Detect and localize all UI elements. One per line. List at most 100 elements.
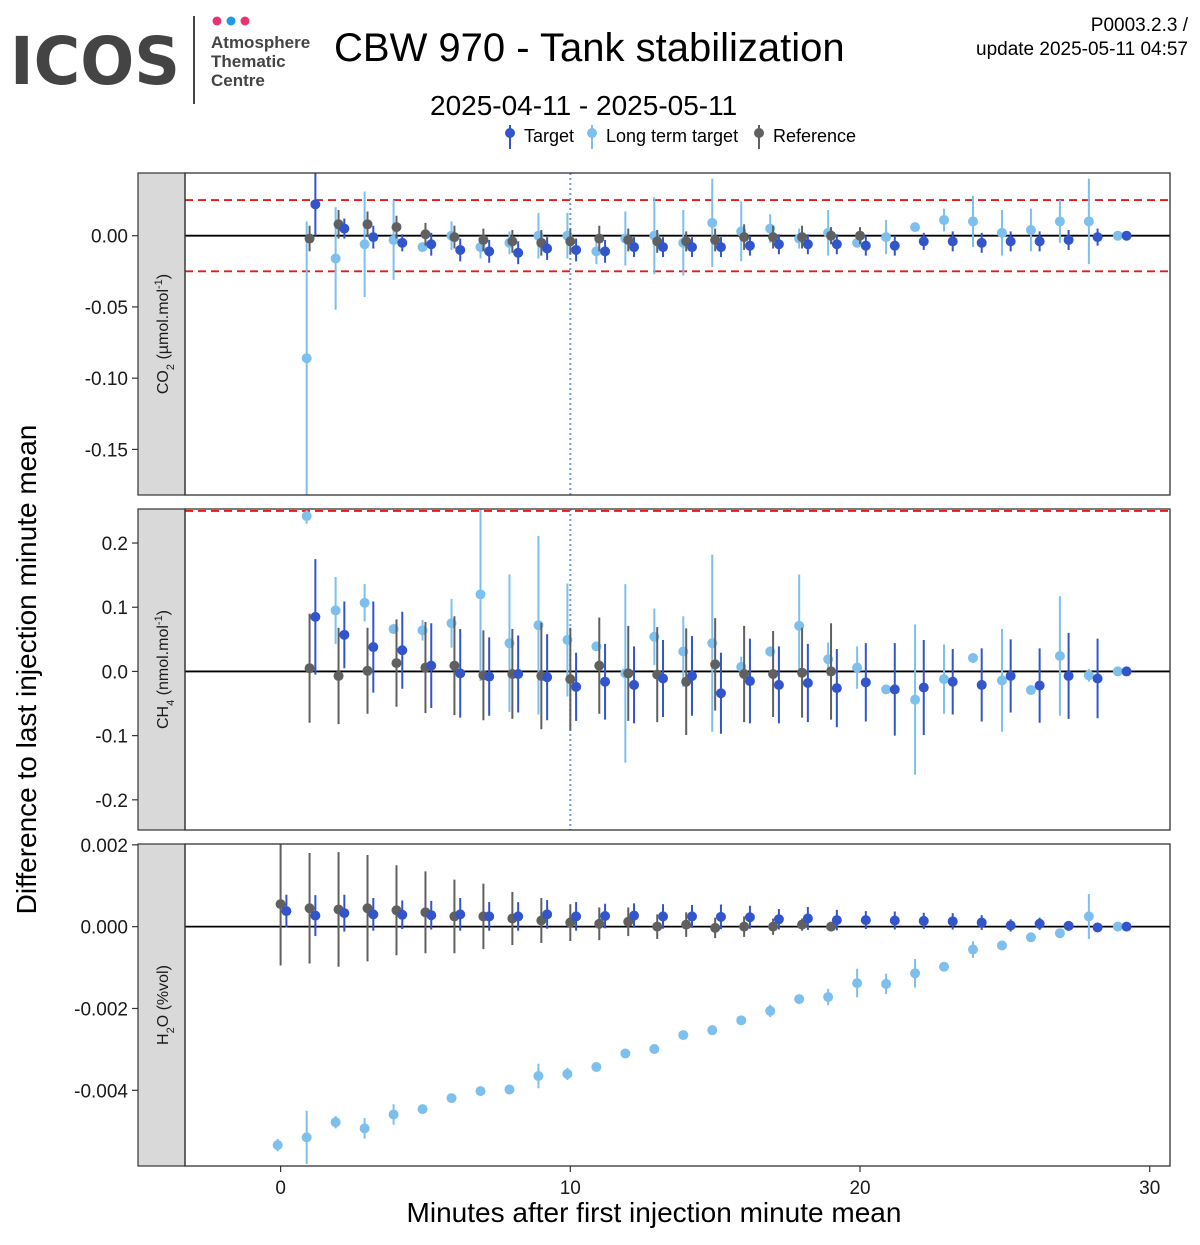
point-target	[455, 244, 466, 255]
point-reference	[304, 903, 315, 914]
point-target	[542, 243, 553, 254]
point-target	[889, 915, 900, 926]
point-target	[484, 911, 495, 922]
x-axis-label: Minutes after first injection minute mea…	[407, 1197, 902, 1228]
point-target	[542, 672, 553, 683]
point-reference	[391, 222, 402, 233]
point-target	[426, 660, 437, 671]
point-target	[484, 671, 495, 682]
facet-label-part: 2	[165, 1027, 177, 1033]
point-target	[368, 909, 379, 920]
y-tick-label-co2: -0.15	[85, 440, 128, 461]
point-target	[1034, 236, 1045, 247]
point-reference	[710, 234, 721, 245]
point-reference	[304, 663, 315, 674]
point-target	[744, 912, 755, 923]
point-reference	[449, 232, 460, 243]
facet-label-part: 2	[165, 364, 177, 370]
y-tick-label-h2o: 0.002	[80, 836, 128, 857]
point-reference	[449, 660, 460, 671]
legend-label: Target	[524, 126, 574, 146]
point-target	[947, 676, 958, 687]
y-tick-label-ch4: -0.2	[95, 791, 128, 812]
point-reference	[623, 234, 634, 245]
point-reference	[333, 670, 344, 681]
point-target	[339, 908, 350, 919]
point-target	[629, 679, 640, 690]
point-long-term-target	[910, 222, 921, 233]
x-tick-label: 30	[1139, 1178, 1160, 1199]
point-target	[513, 911, 524, 922]
point-target	[686, 670, 697, 681]
logo-divider	[193, 16, 195, 104]
point-target	[455, 668, 466, 679]
point-long-term-target	[301, 353, 312, 364]
point-long-term-target	[649, 1043, 660, 1054]
point-reference	[565, 674, 576, 685]
point-target	[310, 910, 321, 921]
point-target	[889, 684, 900, 695]
facet-label-part: O (%vol)	[155, 965, 172, 1027]
point-target	[802, 913, 813, 924]
point-long-term-target	[910, 694, 921, 705]
point-reference	[681, 919, 692, 930]
point-long-term-target	[562, 1068, 573, 1079]
point-target	[397, 909, 408, 920]
facet-label-part: (nmol.mol	[155, 625, 172, 700]
y-tick-label-co2: -0.05	[85, 298, 128, 319]
point-target	[831, 683, 842, 694]
facet-label-part: CH	[155, 706, 172, 729]
point-reference	[594, 918, 605, 929]
facet-label-part: -1	[153, 279, 165, 289]
point-reference	[391, 658, 402, 669]
point-target	[1005, 236, 1016, 247]
point-long-term-target	[852, 978, 863, 989]
y-tick-label-co2: 0.00	[91, 227, 128, 248]
point-long-term-target	[1054, 651, 1065, 662]
point-target	[455, 909, 466, 920]
point-long-term-target	[852, 662, 863, 673]
point-reference	[768, 668, 779, 679]
point-reference	[768, 232, 779, 243]
legend-key-point	[754, 128, 764, 138]
point-target	[426, 239, 437, 250]
facet-label-part: 4	[165, 700, 177, 706]
point-target	[1121, 921, 1132, 932]
x-tick-label: 0	[275, 1178, 286, 1199]
point-target	[686, 242, 697, 253]
logo-dot-3	[240, 16, 250, 26]
icos-logo: ICOS Atmosphere Thematic Centre	[10, 16, 310, 104]
point-target	[1063, 920, 1074, 931]
point-long-term-target	[272, 1140, 283, 1151]
point-long-term-target	[823, 992, 834, 1003]
point-long-term-target	[678, 1030, 689, 1041]
facet-strip-h2o	[137, 843, 186, 1167]
facet-label-part: )	[155, 610, 172, 615]
point-target	[976, 679, 987, 690]
point-target	[686, 911, 697, 922]
point-reference	[275, 899, 286, 910]
x-tick-label: 10	[560, 1178, 581, 1199]
point-target	[397, 237, 408, 248]
point-target	[600, 911, 611, 922]
y-tick-label-ch4: 0.2	[102, 534, 128, 555]
point-target	[1034, 918, 1045, 929]
point-long-term-target	[1054, 928, 1065, 939]
point-reference	[739, 668, 750, 679]
point-target	[1092, 232, 1103, 243]
point-target	[947, 236, 958, 247]
y-tick-label-ch4: 0.1	[102, 598, 128, 619]
point-target	[1034, 680, 1045, 691]
point-target	[368, 232, 379, 243]
point-target	[397, 645, 408, 656]
legend: Target Long term target Reference	[505, 125, 856, 149]
x-tick-label: 20	[849, 1178, 870, 1199]
point-reference	[768, 921, 779, 932]
point-long-term-target	[707, 1025, 718, 1036]
point-target	[629, 242, 640, 253]
point-long-term-target	[475, 1086, 486, 1097]
point-reference	[623, 668, 634, 679]
legend-key-point	[505, 128, 515, 138]
logo-dot-1	[212, 16, 222, 26]
point-long-term-target	[301, 511, 312, 522]
